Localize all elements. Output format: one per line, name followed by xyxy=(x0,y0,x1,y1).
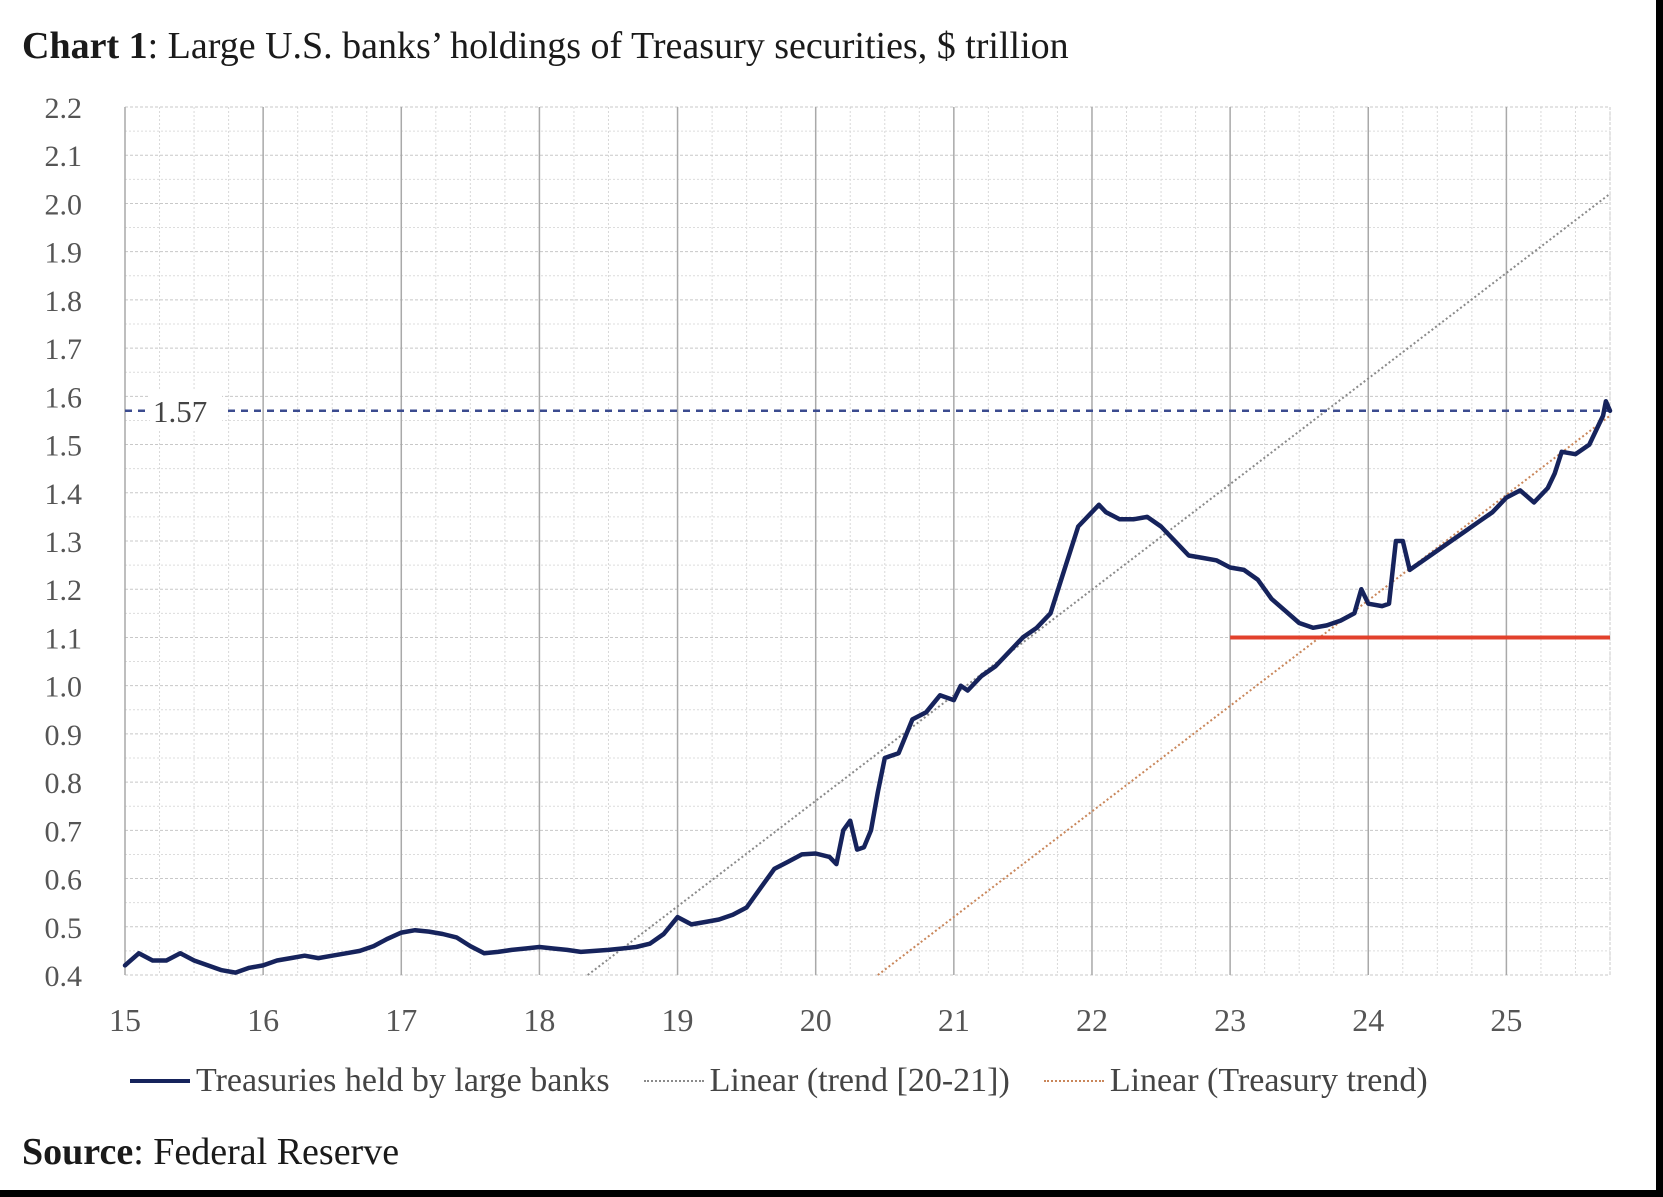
x-tick-label: 18 xyxy=(523,1002,555,1038)
chart-title-text: : Large U.S. banks’ holdings of Treasury… xyxy=(147,25,1069,67)
x-tick-label: 22 xyxy=(1076,1002,1108,1038)
legend-swatch-grey-dotted xyxy=(643,1080,704,1082)
major-grid xyxy=(124,106,1611,976)
legend-label-treasuries: Treasuries held by large banks xyxy=(196,1062,610,1099)
chart-title: Chart 1: Large U.S. banks’ holdings of T… xyxy=(22,24,1069,68)
legend-item-trend-20-21: Linear (trend [20-21]) xyxy=(643,1062,1010,1100)
legend-swatch-orange-dotted xyxy=(1043,1080,1104,1082)
chart-legend: Treasuries held by large banks Linear (t… xyxy=(130,1062,1462,1100)
y-tick-label: 1.4 xyxy=(45,478,83,511)
x-tick-label: 20 xyxy=(800,1002,832,1038)
legend-swatch-solid xyxy=(130,1079,190,1083)
y-tick-label: 1.6 xyxy=(45,381,83,414)
x-tick-label: 17 xyxy=(385,1002,417,1038)
y-tick-label: 2.0 xyxy=(45,188,83,221)
chart-annotations: 1.57 xyxy=(125,390,1610,640)
x-tick-label: 15 xyxy=(109,1002,141,1038)
x-tick-label: 25 xyxy=(1490,1002,1522,1038)
y-tick-label: 1.1 xyxy=(45,622,83,655)
trend-line-20-21 xyxy=(587,193,1611,976)
y-tick-label: 0.5 xyxy=(45,912,83,945)
y-tick-label: 1.8 xyxy=(45,285,83,318)
x-tick-label: 16 xyxy=(247,1002,279,1038)
y-axis-ticks: 0.4 0.5 0.6 0.7 0.8 0.9 1.0 1.1 1.2 1.3 1.4 1.5 1.6 1… xyxy=(45,92,83,993)
series-line-treasuries xyxy=(122,398,1613,975)
y-tick-label: 1.9 xyxy=(45,237,83,270)
y-tick-label: 1.3 xyxy=(45,526,83,559)
x-tick-label: 19 xyxy=(662,1002,694,1038)
legend-label-treasury-trend: Linear (Treasury trend) xyxy=(1109,1062,1428,1099)
trend-lines xyxy=(587,193,1611,976)
legend-item-treasuries: Treasuries held by large banks xyxy=(130,1062,610,1100)
y-tick-label: 1.2 xyxy=(45,574,83,607)
y-tick-label: 2.2 xyxy=(45,92,83,125)
y-tick-label: 1.0 xyxy=(45,671,83,704)
x-axis-ticks: 15 16 17 18 19 20 21 22 23 24 25 xyxy=(109,1002,1522,1038)
series-layer xyxy=(122,398,1613,975)
x-tick-label: 24 xyxy=(1352,1002,1384,1038)
source-note: Source: Federal Reserve xyxy=(22,1130,399,1174)
source-label: Source xyxy=(22,1131,134,1173)
y-tick-label: 0.7 xyxy=(45,815,83,848)
y-tick-label: 2.1 xyxy=(45,140,83,173)
legend-item-treasury-trend: Linear (Treasury trend) xyxy=(1043,1062,1428,1100)
source-text: : Federal Reserve xyxy=(133,1131,400,1173)
chart-title-bold: Chart 1 xyxy=(22,25,148,67)
x-tick-label: 23 xyxy=(1214,1002,1246,1038)
x-tick-label: 21 xyxy=(938,1002,970,1038)
reference-label-bg xyxy=(150,390,222,429)
y-tick-label: 0.9 xyxy=(45,719,83,752)
legend-label-trend-20-21: Linear (trend [20-21]) xyxy=(709,1062,1010,1099)
y-tick-label: 1.7 xyxy=(45,333,83,366)
y-tick-label: 1.5 xyxy=(45,430,83,463)
reference-label: 1.57 xyxy=(153,394,207,429)
y-tick-label: 0.4 xyxy=(45,960,83,993)
y-tick-label: 0.6 xyxy=(45,864,83,897)
y-tick-label: 0.8 xyxy=(45,767,83,800)
trend-line-treasury xyxy=(877,414,1611,976)
